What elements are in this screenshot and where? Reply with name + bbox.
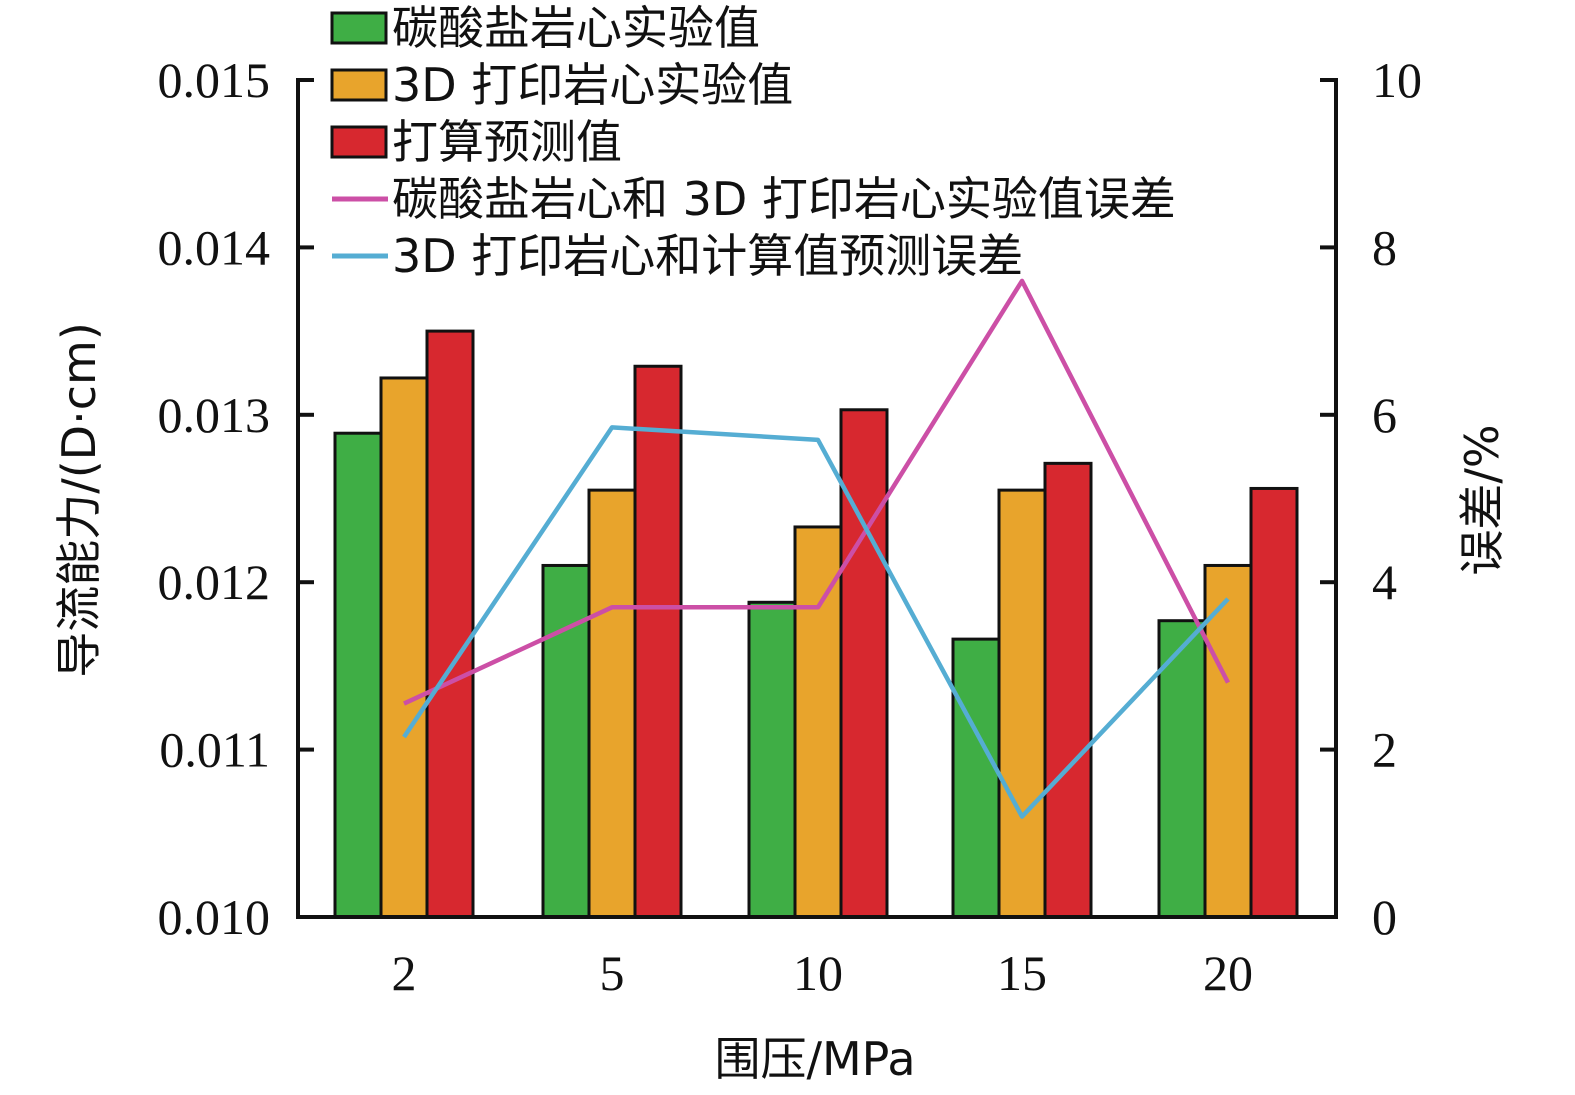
- legend-label-0: 碳酸盐岩心实验值: [392, 1, 760, 55]
- y-right-axis-title: 误差/%: [1455, 424, 1509, 575]
- bar-s0-c0: [333, 431, 383, 919]
- bar-s1-c3: [997, 488, 1047, 919]
- x-tick-label-2: 10: [793, 945, 843, 1001]
- y-tick-label-0: 0.010: [158, 889, 271, 945]
- line-series-0: [403, 278, 1231, 706]
- y-axis-title: 导流能力/(D·cm): [52, 322, 106, 678]
- bar-s2-c4: [1249, 486, 1299, 919]
- bar-s2-c1: [633, 364, 683, 919]
- y-tick-label-2: 0.012: [158, 554, 271, 610]
- bar-s0-c2: [747, 600, 797, 919]
- legend-label-2: 打算预测值: [392, 115, 622, 169]
- bar-s2-c2: [839, 408, 889, 919]
- y-tick-label-5: 0.015: [158, 52, 271, 108]
- legend-label-3: 碳酸盐岩心和 3D 打印岩心实验值误差: [392, 172, 1176, 226]
- legend-swatch-2: [330, 125, 388, 159]
- lines-layer: [402, 278, 1231, 819]
- legend-swatch-0: [330, 11, 388, 45]
- y-tick-label-4: 0.014: [158, 219, 271, 275]
- x-tick-label-4: 20: [1203, 945, 1253, 1001]
- bar-s1-c0: [379, 376, 429, 919]
- bar-s2-c3: [1043, 461, 1093, 919]
- legend-label-4: 3D 打印岩心和计算值预测误差: [392, 229, 1023, 283]
- bar-s0-c1: [541, 563, 591, 919]
- bar-s2-c0: [425, 329, 475, 919]
- y-right-tick-label-2: 4: [1372, 554, 1397, 610]
- axes-layer: [296, 78, 1338, 919]
- y-tick-label-3: 0.013: [158, 387, 271, 443]
- bar-s1-c2: [793, 525, 843, 919]
- bar-s1-c1: [587, 488, 637, 919]
- y-right-tick-label-1: 2: [1372, 722, 1397, 778]
- legend-label-1: 3D 打印岩心实验值: [392, 58, 793, 112]
- y-right-tick-label-0: 0: [1372, 889, 1397, 945]
- legend-swatch-1: [330, 68, 388, 102]
- y-tick-label-1: 0.011: [159, 722, 270, 778]
- bar-s1-c4: [1203, 563, 1253, 919]
- bars-layer: [333, 329, 1299, 919]
- x-tick-label-1: 5: [600, 945, 625, 1001]
- x-axis-title: 围压/MPa: [714, 1032, 915, 1086]
- ticks-layer: 0.010 0.011 0.012 0.013 0.014 0.015 0 2 4 6 8 10 2 5 1…: [158, 52, 1423, 1001]
- line-series-1: [402, 425, 1230, 819]
- bar-s0-c3: [951, 637, 1001, 919]
- y-right-tick-label-4: 8: [1372, 219, 1397, 275]
- y-right-tick-label-3: 6: [1372, 387, 1397, 443]
- x-tick-label-0: 2: [392, 945, 417, 1001]
- x-tick-label-3: 15: [997, 945, 1047, 1001]
- y-right-tick-label-5: 10: [1372, 52, 1422, 108]
